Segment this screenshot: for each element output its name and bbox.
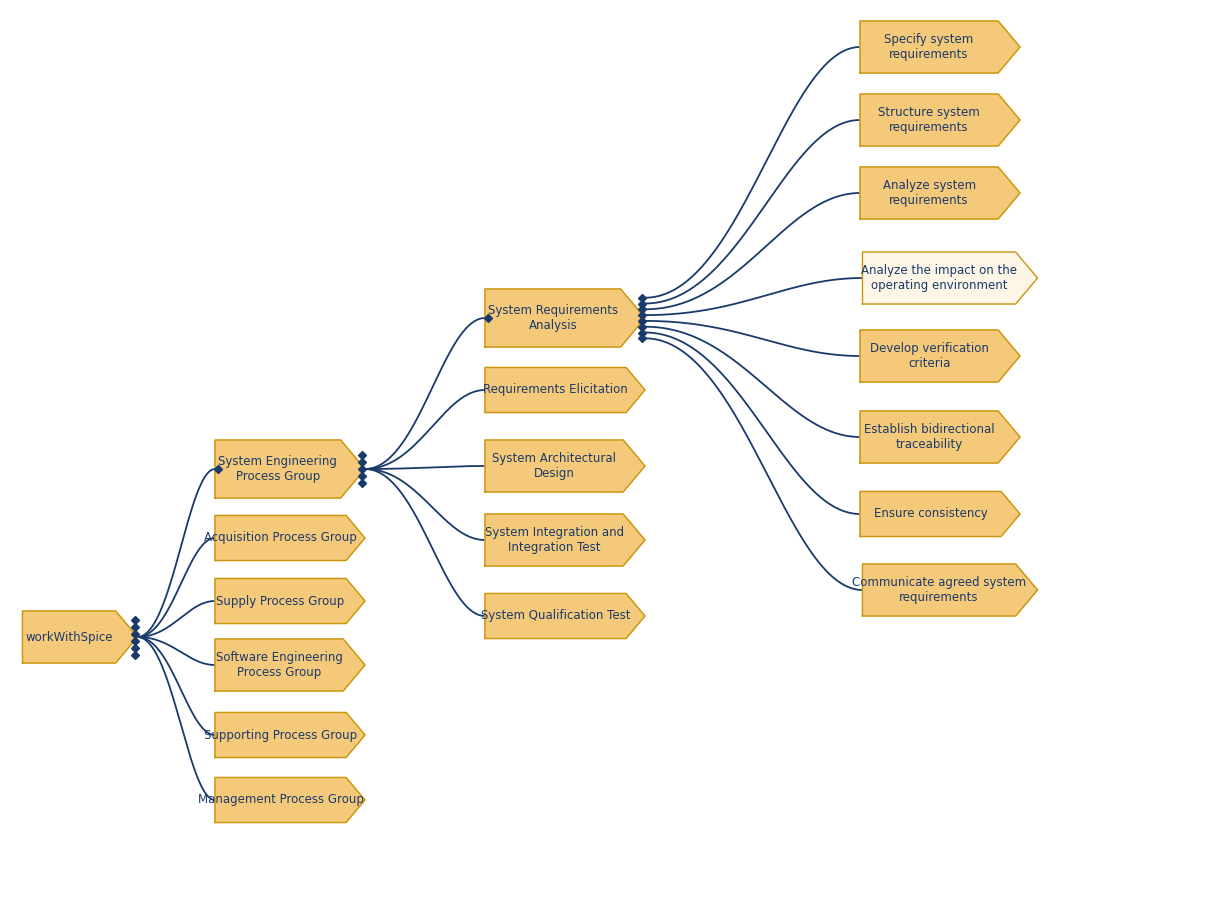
Polygon shape — [23, 611, 137, 663]
Text: Specify system
requirements: Specify system requirements — [884, 33, 973, 61]
Text: workWithSpice: workWithSpice — [25, 630, 113, 643]
Polygon shape — [215, 579, 365, 624]
Polygon shape — [215, 516, 365, 560]
Text: Ensure consistency: Ensure consistency — [873, 508, 988, 521]
Polygon shape — [860, 94, 1020, 146]
Text: Structure system
requirements: Structure system requirements — [878, 106, 980, 134]
Text: Analyze system
requirements: Analyze system requirements — [883, 179, 976, 207]
Polygon shape — [215, 713, 365, 758]
Polygon shape — [485, 514, 645, 566]
Text: System Qualification Test: System Qualification Test — [481, 609, 631, 622]
Polygon shape — [862, 252, 1037, 304]
Polygon shape — [485, 593, 645, 639]
Polygon shape — [215, 639, 365, 691]
Polygon shape — [485, 367, 645, 413]
Polygon shape — [485, 289, 645, 347]
Text: Establish bidirectional
traceability: Establish bidirectional traceability — [863, 423, 995, 451]
Text: Communicate agreed system
requirements: Communicate agreed system requirements — [851, 576, 1026, 604]
Polygon shape — [860, 492, 1020, 536]
Text: System Engineering
Process Group: System Engineering Process Group — [218, 455, 338, 483]
Polygon shape — [215, 440, 365, 498]
Text: Analyze the impact on the
operating environment: Analyze the impact on the operating envi… — [861, 264, 1017, 292]
Text: Develop verification
criteria: Develop verification criteria — [870, 342, 989, 370]
Polygon shape — [215, 777, 365, 822]
Polygon shape — [860, 411, 1020, 463]
Text: Supporting Process Group: Supporting Process Group — [204, 728, 357, 741]
Polygon shape — [860, 330, 1020, 382]
Text: Acquisition Process Group: Acquisition Process Group — [204, 532, 357, 545]
Polygon shape — [485, 440, 645, 492]
Polygon shape — [860, 21, 1020, 73]
Text: System Architectural
Design: System Architectural Design — [492, 452, 616, 480]
Polygon shape — [860, 167, 1020, 219]
Text: Management Process Group: Management Process Group — [198, 794, 363, 807]
Text: Software Engineering
Process Group: Software Engineering Process Group — [216, 651, 343, 679]
Text: Requirements Elicitation: Requirements Elicitation — [484, 383, 628, 397]
Polygon shape — [862, 564, 1037, 616]
Text: System Integration and
Integration Test: System Integration and Integration Test — [485, 526, 624, 554]
Text: System Requirements
Analysis: System Requirements Analysis — [487, 304, 617, 332]
Text: Supply Process Group: Supply Process Group — [216, 594, 345, 607]
